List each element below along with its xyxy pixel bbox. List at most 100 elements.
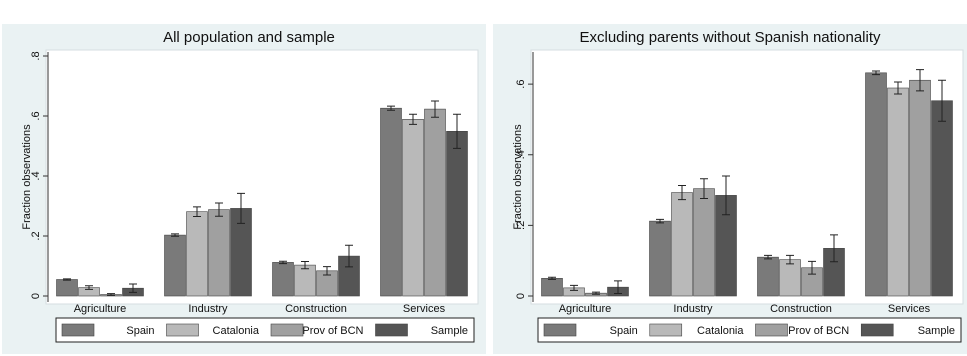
x-axis: Agriculture Industry Construction Services <box>559 303 931 315</box>
x-tick-label: Construction <box>770 303 832 315</box>
legend-swatch <box>166 323 199 337</box>
y-tick-label: .4 <box>515 150 527 159</box>
error-bar <box>570 284 578 291</box>
x-tick-label: Industry <box>673 303 713 315</box>
bar <box>671 192 693 297</box>
y-axis-label: Fraction observations <box>21 124 33 230</box>
error-bar <box>786 254 794 265</box>
legend-box <box>537 317 962 343</box>
bar <box>541 278 563 297</box>
bar <box>424 108 446 297</box>
bar <box>272 262 294 297</box>
bars-group <box>56 100 468 297</box>
y-tick-label: .4 <box>30 171 42 180</box>
error-bar <box>193 206 201 217</box>
error-bar <box>656 218 664 224</box>
error-bar <box>107 293 115 296</box>
error-bar <box>409 113 417 125</box>
bar <box>865 72 887 297</box>
chart-title: All population and sample <box>163 29 335 46</box>
error-bar <box>453 113 461 149</box>
y-tick-label: .2 <box>515 221 527 230</box>
x-axis: Agriculture Industry Construction Services <box>74 303 446 315</box>
bar <box>186 211 208 297</box>
error-bar <box>301 261 309 270</box>
y-tick-label: 0 <box>515 293 527 299</box>
legend-swatch <box>755 323 788 337</box>
error-bar <box>894 81 902 95</box>
y-tick-label: .6 <box>30 111 42 120</box>
legend-swatch <box>543 323 577 337</box>
error-bar <box>722 175 730 216</box>
error-bar <box>592 291 600 295</box>
error-bar <box>872 70 880 76</box>
legend-swatch <box>649 323 683 337</box>
x-tick-label: Agriculture <box>559 303 612 315</box>
error-bar <box>387 105 395 111</box>
y-tick-label: .2 <box>30 231 42 240</box>
bar <box>887 87 909 297</box>
error-bar <box>548 276 556 280</box>
bar <box>931 100 953 297</box>
error-bar <box>215 202 223 217</box>
chart-panel-left: All population and sample 0 .2 .4 .6 .8 Frac… <box>2 24 486 354</box>
legend: Spain Catalonia Prov of BCN Sample <box>537 317 962 343</box>
error-bar <box>830 234 838 263</box>
error-bar <box>129 283 137 293</box>
legend-label: Sample <box>431 325 468 337</box>
error-bar <box>431 100 439 118</box>
bars-group <box>541 69 953 297</box>
legend-swatch <box>61 323 95 337</box>
legend-label: Catalonia <box>213 325 260 337</box>
error-bar <box>700 178 708 200</box>
bar <box>294 264 316 297</box>
error-bar <box>171 233 179 237</box>
x-tick-label: Agriculture <box>74 303 127 315</box>
legend-label: Catalonia <box>697 325 744 337</box>
bar <box>402 119 424 297</box>
bar <box>208 209 230 297</box>
error-bar <box>237 192 245 224</box>
bar <box>649 220 671 297</box>
error-bar <box>916 69 924 92</box>
x-tick-label: Services <box>888 303 931 315</box>
y-tick-label: 0 <box>30 293 42 299</box>
legend-swatch <box>375 323 408 337</box>
x-tick-label: Services <box>403 303 446 315</box>
legend-label: Prov of BCN <box>788 325 849 337</box>
bar <box>56 279 78 297</box>
chart-title: Excluding parents without Spanish nation… <box>579 29 881 46</box>
bar <box>757 256 779 297</box>
error-bar <box>279 260 287 265</box>
y-axis-label: Fraction observations <box>512 124 524 230</box>
y-axis: 0 .2 .4 .6 <box>515 52 534 302</box>
bar <box>446 131 468 297</box>
legend-label: Sample <box>918 325 955 337</box>
legend-label: Spain <box>126 325 154 337</box>
bar <box>779 259 801 297</box>
error-bar <box>323 266 331 276</box>
error-bar <box>614 280 622 295</box>
y-axis: 0 .2 .4 .6 .8 <box>30 51 49 302</box>
error-bar <box>85 285 93 290</box>
bar <box>693 188 715 297</box>
x-tick-label: Construction <box>285 303 347 315</box>
error-bar <box>764 254 772 260</box>
error-bar <box>938 79 946 122</box>
y-tick-label: .8 <box>30 51 42 60</box>
bar <box>380 107 402 297</box>
error-bar <box>345 244 353 268</box>
chart-panel-right: Excluding parents without Spanish nation… <box>493 24 967 354</box>
bar <box>164 234 186 297</box>
bar <box>909 79 931 297</box>
legend-label: Prov of BCN <box>302 325 363 337</box>
error-bar <box>63 278 71 281</box>
x-tick-label: Industry <box>188 303 228 315</box>
error-bar <box>678 184 686 201</box>
legend-box <box>55 317 475 343</box>
y-tick-label: .6 <box>515 80 527 89</box>
legend-label: Spain <box>610 325 638 337</box>
legend: Spain Catalonia Prov of BCN Sample <box>55 317 475 343</box>
error-bar <box>808 260 816 275</box>
